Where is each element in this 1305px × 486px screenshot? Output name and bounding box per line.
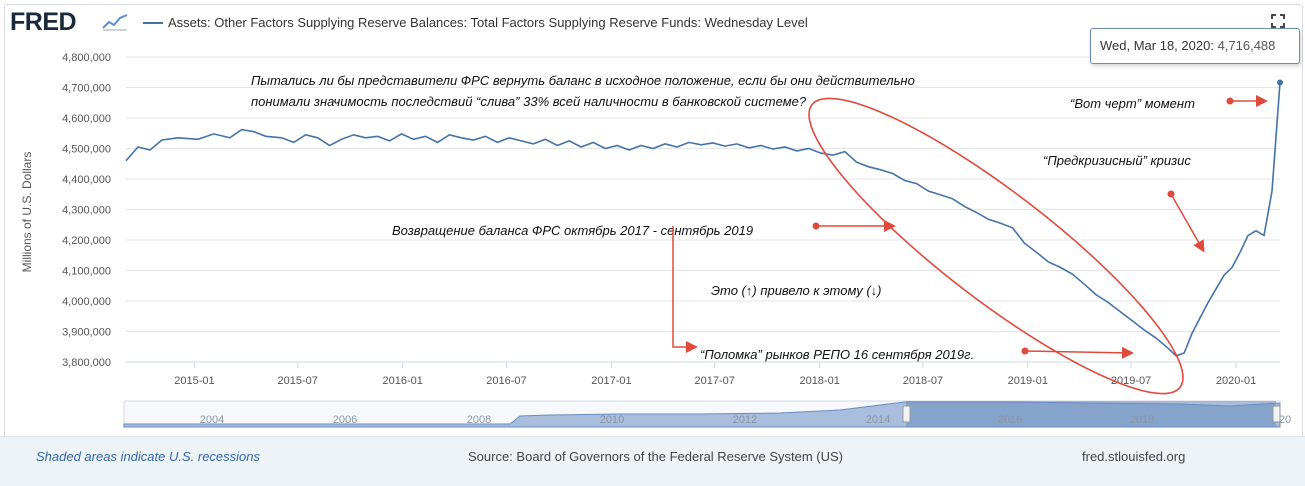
series-title: Assets: Other Factors Supplying Reserve … xyxy=(168,15,808,30)
y-tick-label: 4,100,000 xyxy=(62,266,111,278)
chart-line-icon xyxy=(102,14,128,31)
x-tick-label: 2018-01 xyxy=(799,375,839,387)
annotation-layer: Пытались ли бы представители ФРС вернуть… xyxy=(251,73,1268,395)
navigator-tick-label: 2018 xyxy=(1130,414,1154,426)
arrow-elbow xyxy=(672,226,698,353)
x-tick-label: 2016-01 xyxy=(382,375,422,387)
y-tick-label: 3,900,000 xyxy=(62,327,111,339)
y-tick-label: 4,400,000 xyxy=(62,174,111,186)
recession-note[interactable]: Shaded areas indicate U.S. recessions xyxy=(36,449,261,464)
x-tick-label: 2015-07 xyxy=(278,375,318,387)
tooltip-date: Wed, Mar 18, 2020: xyxy=(1100,38,1214,53)
chart-area: 3,800,000 3,900,000 4,000,000 4,100,000 4,20… xyxy=(20,52,1291,428)
y-tick-label: 4,200,000 xyxy=(62,235,111,247)
annotation-text: понимали значимость последствий “слива” … xyxy=(251,94,807,109)
x-tick-label: 2017-07 xyxy=(695,375,735,387)
navigator-tick-label: 2004 xyxy=(200,414,224,426)
x-axis: 2015-01 2015-07 2016-01 2016-07 2017-01 2017-… xyxy=(126,361,1280,387)
annotation-text: “Поломка” рынков РЕПО 16 сентября 2019г. xyxy=(700,347,974,362)
navigator-tick-label: 2012 xyxy=(733,414,757,426)
annotation-text: “Предкризисный” кризис xyxy=(1043,153,1191,168)
y-tick-label: 4,800,000 xyxy=(62,52,111,64)
navigator-tick-label: 2006 xyxy=(333,414,357,426)
navigator-tick-label: 2016 xyxy=(998,414,1022,426)
x-tick-label: 2016-07 xyxy=(486,375,526,387)
y-tick-label: 4,000,000 xyxy=(62,296,111,308)
highlight-point xyxy=(1277,79,1283,86)
y-tick-label: 4,600,000 xyxy=(62,113,111,125)
series-layer xyxy=(125,79,1283,357)
arrow-pre-crisis xyxy=(1170,193,1205,253)
legend-line xyxy=(143,22,163,24)
y-tick-label: 4,300,000 xyxy=(62,205,111,217)
y-tick-label: 3,800,000 xyxy=(62,357,111,369)
x-tick-label: 2018-07 xyxy=(903,375,943,387)
site-link[interactable]: fred.stlouisfed.org xyxy=(1082,449,1186,464)
arrow-repo xyxy=(1024,346,1134,359)
y-axis: 3,800,000 3,900,000 4,000,000 4,100,000 4,20… xyxy=(62,52,111,369)
annotation-text: Это (↑) привело к этому (↓) xyxy=(711,283,882,298)
x-tick-label: 2020-01 xyxy=(1216,375,1256,387)
navigator-selection xyxy=(906,401,1276,427)
fred-logo[interactable]: FRED xyxy=(10,8,77,37)
x-tick-label: 2017-01 xyxy=(591,375,631,387)
y-axis-label: Millions of U.S. Dollars xyxy=(20,152,34,273)
footer xyxy=(0,436,1305,486)
annotation-text: Возвращение баланса ФРС октябрь 2017 - с… xyxy=(392,223,753,238)
annotation-text: Пытались ли бы представители ФРС вернуть… xyxy=(251,73,915,88)
series-line xyxy=(125,82,1281,357)
annotation-text: “Вот черт” момент xyxy=(1070,96,1195,111)
y-tick-label: 4,700,000 xyxy=(62,83,111,95)
runoff-ellipse xyxy=(808,97,1184,395)
navigator-tick-label: 2008 xyxy=(467,414,491,426)
source-text: Source: Board of Governors of the Federa… xyxy=(468,449,843,464)
logo-text: FRED xyxy=(10,8,77,36)
navigator-handle-right[interactable] xyxy=(1272,405,1281,423)
navigator-tick-label: 20 xyxy=(1279,414,1291,426)
expand-icon[interactable] xyxy=(1271,14,1285,28)
range-navigator: 2004 2006 2008 2010 2012 2014 2016 2018 20 xyxy=(123,400,1291,428)
tooltip-value: 4,716,488 xyxy=(1217,38,1276,53)
navigator-tick-label: 2010 xyxy=(600,414,624,426)
x-tick-label: 2015-01 xyxy=(174,375,214,387)
navigator-handle-left[interactable] xyxy=(902,405,911,423)
x-tick-label: 2019-07 xyxy=(1111,375,1151,387)
y-tick-label: 4,500,000 xyxy=(62,144,111,156)
x-tick-label: 2019-01 xyxy=(1008,375,1048,387)
value-tooltip: Wed, Mar 18, 2020: 4,716,488 xyxy=(1090,28,1300,64)
navigator-tick-label: 2014 xyxy=(866,414,890,426)
